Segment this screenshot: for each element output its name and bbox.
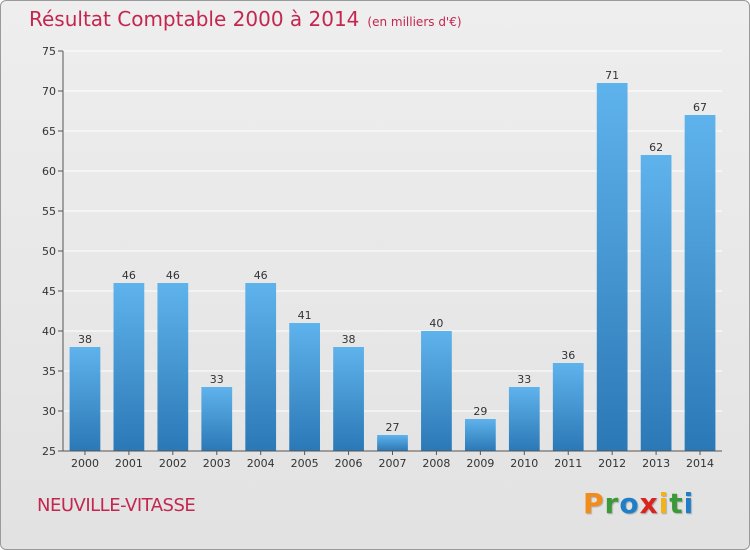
y-tick-label: 50 bbox=[42, 245, 56, 258]
data-label-2014: 67 bbox=[693, 101, 707, 114]
data-label-2006: 38 bbox=[342, 333, 356, 346]
x-tick-label-2006: 2006 bbox=[335, 457, 363, 470]
bar-2011 bbox=[552, 363, 584, 451]
commune-name: NEUVILLE-VITASSE bbox=[37, 495, 196, 516]
data-label-2013: 62 bbox=[649, 141, 663, 154]
data-label-2008: 40 bbox=[429, 317, 443, 330]
x-tick-label-2007: 2007 bbox=[379, 457, 407, 470]
data-label-2002: 46 bbox=[166, 269, 180, 282]
chart-subtitle: (en milliers d'€) bbox=[367, 15, 462, 29]
data-label-2010: 33 bbox=[517, 373, 531, 386]
data-label-2012: 71 bbox=[605, 69, 619, 82]
bar-2007 bbox=[377, 435, 408, 451]
bar-2003 bbox=[201, 387, 233, 451]
x-tick-label-2009: 2009 bbox=[466, 457, 494, 470]
data-label-2003: 33 bbox=[210, 373, 224, 386]
y-tick-label: 65 bbox=[42, 125, 56, 138]
chart-title: Résultat Comptable 2000 à 2014 (en millie… bbox=[29, 7, 462, 31]
x-tick-label-2003: 2003 bbox=[203, 457, 231, 470]
bars bbox=[69, 83, 716, 451]
x-tick-label-2011: 2011 bbox=[554, 457, 582, 470]
x-tick-label-2002: 2002 bbox=[159, 457, 187, 470]
data-label-2000: 38 bbox=[78, 333, 92, 346]
y-tick-label: 55 bbox=[42, 205, 56, 218]
data-label-2001: 46 bbox=[122, 269, 136, 282]
y-tick-label: 35 bbox=[42, 365, 56, 378]
bar-2014 bbox=[684, 115, 716, 451]
y-tick-label: 30 bbox=[42, 405, 56, 418]
bar-2013 bbox=[640, 155, 672, 451]
bar-2005 bbox=[289, 323, 321, 451]
data-label-2005: 41 bbox=[298, 309, 312, 322]
y-tick-label: 40 bbox=[42, 325, 56, 338]
x-tick-label-2001: 2001 bbox=[115, 457, 143, 470]
y-tick-label: 45 bbox=[42, 285, 56, 298]
y-tick-label: 75 bbox=[42, 45, 56, 58]
x-tick-label-2000: 2000 bbox=[71, 457, 99, 470]
chart-title-text: Résultat Comptable 2000 à 2014 bbox=[29, 7, 360, 31]
y-tick-label: 70 bbox=[42, 85, 56, 98]
data-label-2009: 29 bbox=[473, 405, 487, 418]
bar-2004 bbox=[245, 283, 277, 451]
x-tick-label-2012: 2012 bbox=[598, 457, 626, 470]
bar-2006 bbox=[333, 347, 364, 451]
bar-2008 bbox=[421, 331, 452, 451]
x-tick-label-2010: 2010 bbox=[510, 457, 538, 470]
bar-2002 bbox=[157, 283, 189, 451]
x-tick-label-2005: 2005 bbox=[291, 457, 319, 470]
x-tick-label-2014: 2014 bbox=[686, 457, 714, 470]
data-label-2007: 27 bbox=[386, 421, 400, 434]
x-tick-label-2004: 2004 bbox=[247, 457, 275, 470]
data-label-2011: 36 bbox=[561, 349, 575, 362]
bar-2010 bbox=[508, 387, 540, 451]
proxiti-logo: Proxiti bbox=[583, 487, 695, 520]
y-tick-label: 25 bbox=[42, 445, 56, 458]
bar-2001 bbox=[113, 283, 145, 451]
bar-2000 bbox=[69, 347, 101, 451]
bar-2009 bbox=[464, 419, 496, 451]
x-tick-label-2013: 2013 bbox=[642, 457, 670, 470]
y-tick-label: 60 bbox=[42, 165, 56, 178]
labels: 25 30 35 40 45 50 55 60 65 70 75 38 2000 46 2001 46 2002… bbox=[42, 45, 714, 470]
axes bbox=[58, 50, 722, 455]
x-tick-label-2008: 2008 bbox=[422, 457, 450, 470]
data-label-2004: 46 bbox=[254, 269, 268, 282]
bar-2012 bbox=[596, 83, 628, 451]
